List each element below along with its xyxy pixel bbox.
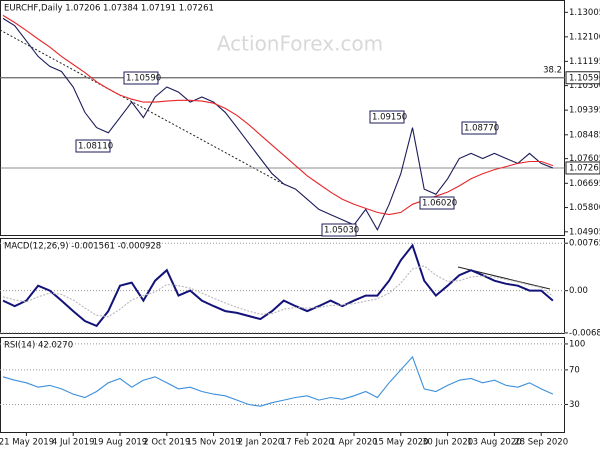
- level-note: 38.2: [543, 65, 562, 75]
- annotation-label: 1.10590: [126, 74, 161, 84]
- y-tick-label: 1.11195: [569, 57, 600, 67]
- y-tick-label: 0.007655: [569, 239, 600, 249]
- series-line: [2, 243, 554, 328]
- panel-title: RSI(14) 42.0270: [4, 341, 73, 351]
- x-tick-label: 2 Oct 2019: [143, 438, 190, 448]
- x-tick-label: 13 Aug 2020: [467, 438, 521, 448]
- annotation-box: [419, 196, 455, 210]
- annotation-box: [461, 121, 497, 135]
- x-tick-label: 4 Jul 2019: [52, 438, 95, 448]
- y-tick-label: 1.04905: [569, 227, 600, 237]
- y-tick-label: 1.07605: [569, 154, 600, 164]
- y-tick-label: 0.00: [569, 286, 588, 296]
- x-tick-label: 19 Aug 2019: [93, 438, 147, 448]
- level-label: 1.10590: [569, 73, 600, 83]
- panel-title: MACD(12,26,9) -0.001561 -0.000928: [4, 242, 161, 252]
- annotation-box: [321, 223, 357, 237]
- y-tick-label: 1.08485: [569, 130, 600, 140]
- annotation-box: [123, 71, 159, 85]
- x-tick-label: 28 Sep 2020: [514, 438, 568, 448]
- x-tick-label: 2 Jan 2020: [238, 438, 284, 448]
- y-tick-label: 70: [569, 365, 580, 375]
- level-box: [565, 161, 600, 175]
- y-tick-label: 1.05800: [569, 203, 600, 213]
- panel-border: [0, 0, 565, 236]
- y-tick-label: 100: [569, 339, 585, 349]
- series-line: [2, 265, 554, 318]
- x-tick-label: 30 Jun 2020: [422, 438, 473, 448]
- annotation-label: 1.09150: [372, 113, 407, 123]
- level-box: [565, 71, 600, 85]
- series-line: [2, 17, 554, 232]
- x-tick-label: 17 Feb 2020: [281, 438, 334, 448]
- x-tick-label: 21 May 2019: [0, 438, 54, 448]
- y-tick-label: 1.09395: [569, 106, 600, 116]
- y-tick-label: 1.12100: [569, 32, 600, 42]
- annotation-box: [75, 139, 111, 153]
- panel-border: [0, 238, 565, 334]
- x-tick-label: 1 Apr 2020: [330, 438, 377, 448]
- annotation-label: 1.05030: [324, 226, 359, 236]
- series-line: [2, 14, 554, 216]
- y-tick-label: 1.13005: [569, 8, 600, 18]
- y-tick-label: 30: [569, 400, 580, 410]
- annotation-label: 1.06020: [422, 199, 457, 209]
- annotation-label: 1.08770: [464, 124, 499, 134]
- annotation-box: [369, 110, 405, 124]
- panel-title: EURCHF,Daily 1.07206 1.07384 1.07191 1.0…: [4, 4, 214, 14]
- y-tick-label: 1.06695: [569, 179, 600, 189]
- x-tick-label: 15 May 2020: [373, 438, 428, 448]
- x-tick-label: 15 Nov 2019: [186, 438, 240, 448]
- annotation-label: 1.08110: [78, 142, 113, 152]
- panel-border: [0, 337, 565, 433]
- y-tick-label: -0.006822: [569, 328, 600, 338]
- series-line: [2, 355, 554, 407]
- y-tick-label: 1.10300: [569, 81, 600, 91]
- watermark: ActionForex.com: [217, 32, 383, 56]
- level-label: 1.07261: [569, 163, 600, 173]
